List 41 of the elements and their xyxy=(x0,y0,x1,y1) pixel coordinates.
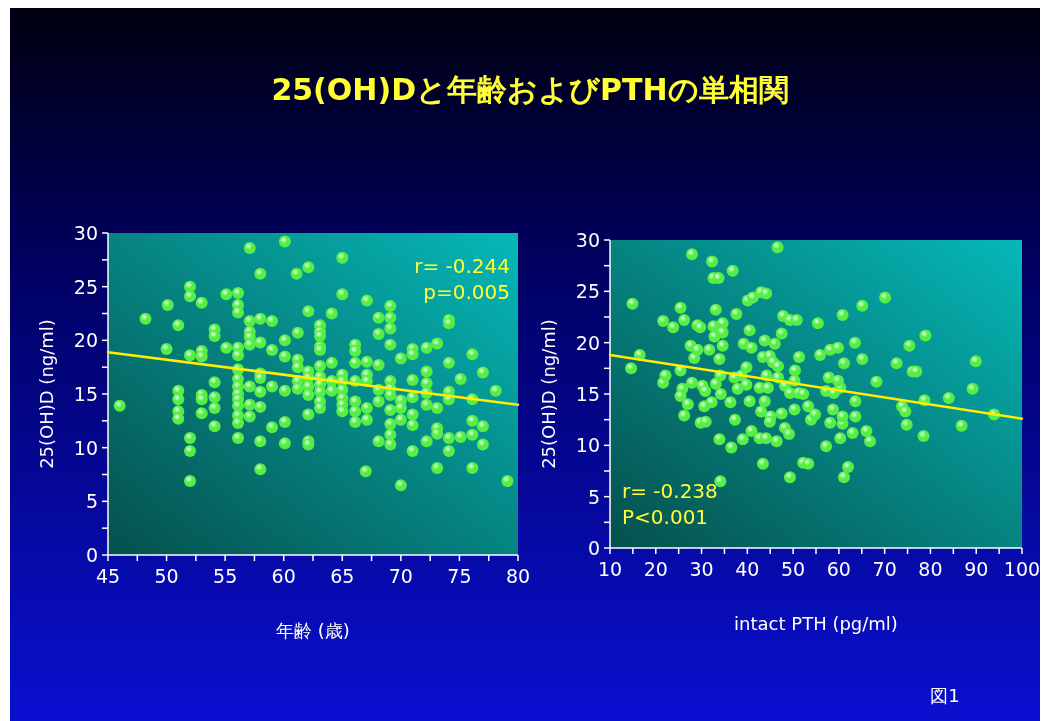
y-tick-label: 30 xyxy=(575,229,600,251)
y-tick-label: 0 xyxy=(85,544,98,566)
x-tick-label: 60 xyxy=(271,565,296,587)
y-tick-label: 5 xyxy=(85,490,98,513)
x-tick-label: 60 xyxy=(826,558,851,580)
x-tick-label: 100 xyxy=(1003,558,1041,580)
y-tick-label: 15 xyxy=(73,383,98,405)
y-tick-label: 15 xyxy=(575,383,600,405)
x-tick-label: 55 xyxy=(213,565,238,587)
y-axis-title: 25(OH)D (ng/ml) xyxy=(538,319,559,469)
x-tick-label: 20 xyxy=(643,558,668,580)
y-tick-label: 0 xyxy=(587,537,600,559)
x-tick-label: 70 xyxy=(388,565,413,587)
y-tick-label: 25 xyxy=(73,275,98,298)
y-tick-label: 30 xyxy=(73,222,98,244)
annotation: r= -0.244 xyxy=(414,254,510,278)
y-tick-label: 10 xyxy=(575,434,600,457)
x-tick-label: 65 xyxy=(330,565,355,587)
x-axis-title: intact PTH (pg/ml) xyxy=(734,613,898,634)
y-tick-label: 10 xyxy=(73,436,98,459)
caption: 図1 xyxy=(930,685,960,706)
annotation: P<0.001 xyxy=(622,505,709,529)
y-tick-label: 5 xyxy=(587,485,600,508)
x-tick-label: 80 xyxy=(505,565,531,587)
y-tick-label: 20 xyxy=(73,329,98,352)
x-tick-label: 45 xyxy=(95,565,121,587)
y-tick-label: 20 xyxy=(575,331,600,354)
x-tick-label: 50 xyxy=(781,558,806,580)
x-tick-label: 50 xyxy=(154,565,179,587)
x-tick-label: 70 xyxy=(872,558,897,580)
x-tick-label: 40 xyxy=(735,558,760,580)
y-tick-label: 25 xyxy=(575,280,600,303)
x-tick-label: 80 xyxy=(918,558,943,580)
x-axis-title: 年齢 (歳) xyxy=(276,620,350,641)
x-tick-label: 30 xyxy=(689,558,714,580)
x-tick-label: 75 xyxy=(447,565,472,587)
chart-title: 25(OH)Dと年齢およびPTHの単相関 xyxy=(271,72,789,107)
annotation: p=0.005 xyxy=(423,280,510,304)
y-axis-title: 25(OH)D (ng/ml) xyxy=(36,319,57,469)
annotation: r= -0.238 xyxy=(622,479,718,503)
x-tick-label: 90 xyxy=(964,558,989,580)
